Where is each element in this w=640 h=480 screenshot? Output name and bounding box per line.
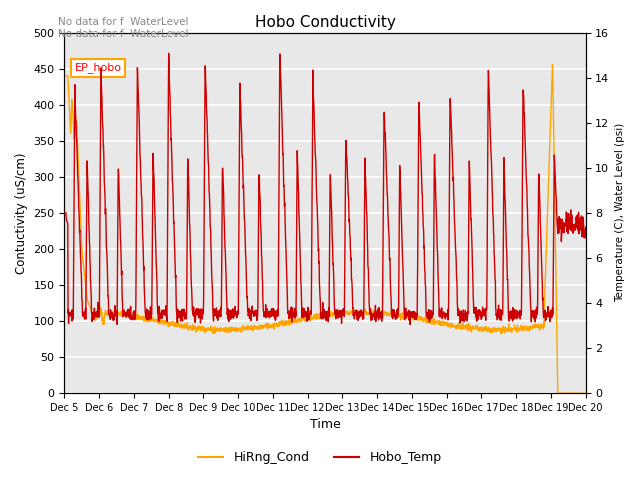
Y-axis label: Temperature (C), Water Level (psi): Temperature (C), Water Level (psi): [615, 123, 625, 302]
Legend: HiRng_Cond, Hobo_Temp: HiRng_Cond, Hobo_Temp: [193, 446, 447, 469]
Text: No data for f  WaterLevel: No data for f WaterLevel: [58, 29, 188, 39]
X-axis label: Time: Time: [310, 419, 340, 432]
Title: Hobo Conductivity: Hobo Conductivity: [255, 15, 396, 30]
Y-axis label: Contuctivity (uS/cm): Contuctivity (uS/cm): [15, 152, 28, 274]
Text: EP_hobo: EP_hobo: [75, 62, 122, 73]
Text: No data for f  WaterLevel: No data for f WaterLevel: [58, 17, 188, 27]
